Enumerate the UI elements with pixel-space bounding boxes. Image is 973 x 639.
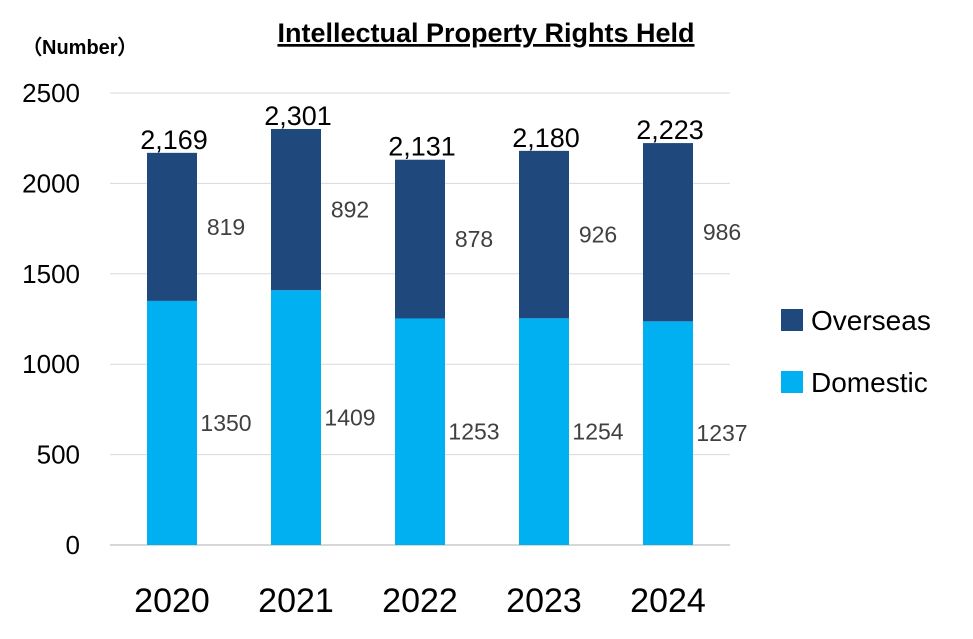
x-tick-label-2021: 2021 — [258, 582, 334, 620]
data-label-overseas-2024: 986 — [703, 219, 741, 245]
y-tick-label-1000: 1000 — [22, 349, 80, 379]
x-axis-ticks: 2020 2021 2022 2023 2024 — [134, 582, 706, 620]
y-tick-label-500: 500 — [37, 440, 80, 470]
y-tick-label-0: 0 — [66, 530, 80, 560]
bar-domestic-2022 — [395, 318, 445, 545]
bar-overseas-2023 — [519, 150, 569, 319]
legend-label-overseas: Overseas — [811, 305, 931, 336]
bar-overseas-2021 — [271, 128, 321, 291]
x-tick-label-2023: 2023 — [506, 582, 582, 620]
chart-title: Intellectual Property Rights Held — [277, 18, 694, 48]
bar-domestic-2020 — [147, 300, 197, 545]
bars — [147, 128, 693, 545]
total-label-2020: 2,169 — [140, 125, 208, 155]
legend-swatch-domestic — [781, 371, 803, 393]
x-tick-label-2020: 2020 — [134, 582, 210, 620]
y-axis-ticks: 0 500 1000 1500 2000 2500 — [22, 78, 80, 560]
data-label-overseas-2021: 892 — [331, 197, 369, 223]
data-label-domestic-2023: 1254 — [572, 419, 623, 445]
legend-label-domestic: Domestic — [811, 367, 928, 398]
y-tick-label-2500: 2500 — [22, 78, 80, 108]
total-label-2021: 2,301 — [264, 101, 332, 131]
bar-overseas-2020 — [147, 152, 197, 301]
y-tick-label-2000: 2000 — [22, 168, 80, 198]
y-axis-unit-label: （Number） — [22, 36, 138, 59]
y-tick-label-1500: 1500 — [22, 259, 80, 289]
total-label-2024: 2,223 — [636, 115, 704, 145]
bar-domestic-2023 — [519, 318, 569, 545]
x-tick-label-2024: 2024 — [630, 582, 706, 620]
bar-domestic-2024 — [643, 321, 693, 545]
bar-overseas-2024 — [643, 143, 693, 322]
data-label-overseas-2023: 926 — [579, 222, 617, 248]
bar-overseas-2022 — [395, 159, 445, 319]
legend: Overseas Domestic — [781, 305, 931, 398]
data-label-domestic-2020: 1350 — [200, 410, 251, 436]
data-label-domestic-2024: 1237 — [696, 420, 747, 446]
data-label-domestic-2022: 1253 — [448, 419, 499, 445]
x-tick-label-2022: 2022 — [382, 582, 458, 620]
legend-swatch-overseas — [781, 309, 803, 331]
total-label-2023: 2,180 — [512, 123, 580, 153]
bar-domestic-2021 — [271, 290, 321, 545]
segment-labels: 1350 819 1409 892 1253 878 1254 926 1237 986 — [200, 197, 747, 447]
data-label-domestic-2021: 1409 — [324, 405, 375, 431]
total-label-2022: 2,131 — [388, 132, 456, 162]
total-labels: 2,169 2,301 2,131 2,180 2,223 — [140, 101, 704, 162]
data-label-overseas-2022: 878 — [455, 226, 493, 252]
data-label-overseas-2020: 819 — [207, 214, 245, 240]
